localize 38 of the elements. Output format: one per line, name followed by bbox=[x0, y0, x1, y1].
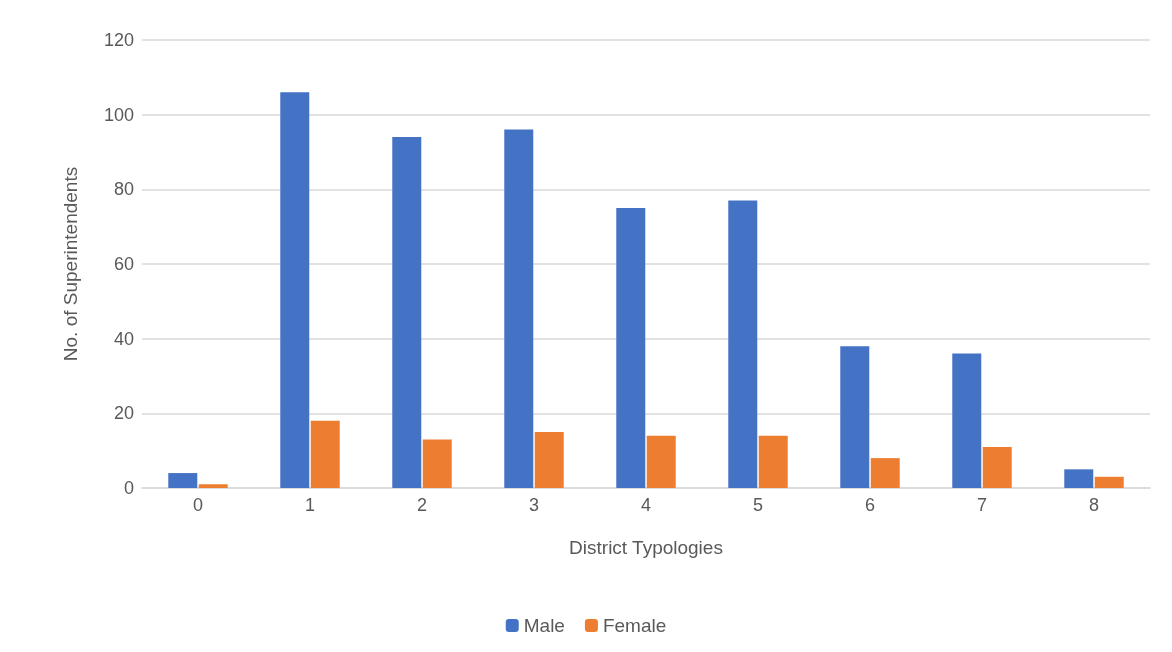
x-tick-label: 8 bbox=[1088, 495, 1100, 515]
y-tick-label: 60 bbox=[113, 254, 134, 274]
y-tick-label: 20 bbox=[113, 403, 134, 424]
x-tick-label: 5 bbox=[752, 495, 764, 515]
x-axis-title: District Typologies bbox=[569, 537, 723, 558]
bar bbox=[616, 208, 646, 488]
legend-label: Male bbox=[523, 615, 565, 636]
bar bbox=[534, 432, 564, 488]
x-tick-label: 1 bbox=[304, 495, 316, 515]
bar bbox=[392, 137, 422, 488]
bar bbox=[646, 435, 676, 488]
bar bbox=[952, 353, 982, 488]
x-tick-label: 4 bbox=[640, 495, 652, 515]
bar bbox=[982, 446, 1012, 488]
bar bbox=[870, 458, 900, 488]
y-axis-title: No. of Superintendents bbox=[60, 166, 81, 362]
bar bbox=[758, 435, 788, 488]
bar bbox=[198, 484, 228, 488]
x-tick-label: 0 bbox=[192, 495, 204, 515]
bar bbox=[168, 473, 198, 488]
y-tick-label: 0 bbox=[123, 478, 134, 498]
x-tick-label: 3 bbox=[528, 495, 540, 515]
bar bbox=[504, 129, 534, 488]
bar bbox=[280, 92, 310, 488]
x-tick-label: 2 bbox=[416, 495, 428, 515]
bar bbox=[840, 346, 870, 488]
legend-label: Female bbox=[602, 615, 667, 636]
x-tick-label: 7 bbox=[976, 495, 988, 515]
x-tick-label: 6 bbox=[864, 495, 876, 515]
bar bbox=[728, 200, 758, 488]
bar bbox=[310, 420, 340, 488]
y-tick-label: 80 bbox=[113, 179, 134, 200]
y-tick-label: 40 bbox=[113, 328, 134, 349]
bar bbox=[1064, 469, 1094, 488]
bar bbox=[422, 439, 452, 488]
y-tick-label: 120 bbox=[103, 30, 134, 50]
bar bbox=[1094, 476, 1124, 488]
y-tick-label: 100 bbox=[103, 104, 134, 125]
